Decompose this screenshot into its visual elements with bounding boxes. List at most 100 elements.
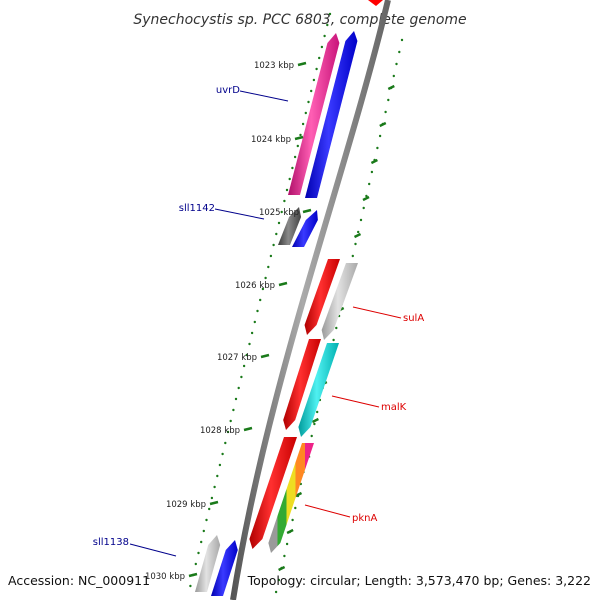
ruler-dot xyxy=(335,326,338,330)
ruler-dot xyxy=(232,408,235,412)
gene-label[interactable]: sll1138 xyxy=(93,537,129,548)
gene-arrow[interactable] xyxy=(268,443,314,553)
gene-arrow[interactable] xyxy=(292,210,318,247)
ruler-dot xyxy=(365,194,368,198)
gene-label[interactable]: sll1142 xyxy=(179,203,215,214)
ruler-dot xyxy=(395,62,398,66)
ruler-dot xyxy=(229,419,232,423)
ruler-dot xyxy=(234,397,238,401)
ruler-dot xyxy=(210,496,214,500)
gene-label[interactable]: sulA xyxy=(403,313,424,324)
ruler-dot xyxy=(256,309,259,313)
map-title: Synechocystis sp. PCC 6803, complete gen… xyxy=(133,12,466,28)
ruler-dot xyxy=(294,506,297,510)
ruler-dot xyxy=(312,78,316,82)
gene-label[interactable]: uvrD xyxy=(216,85,240,96)
ruler-dot xyxy=(218,463,222,467)
ruler-dot xyxy=(316,410,319,414)
gene-arrow[interactable] xyxy=(321,263,358,340)
ruler-dot xyxy=(253,320,256,324)
ruler-dot xyxy=(359,218,363,222)
minor-tick xyxy=(353,232,362,239)
ruler-dot xyxy=(189,584,192,588)
minor-tick xyxy=(387,84,395,91)
minor-tick xyxy=(278,565,286,572)
minor-tick xyxy=(294,491,303,498)
major-tick xyxy=(188,572,198,578)
minor-tick xyxy=(286,528,294,535)
minor-tick xyxy=(379,121,387,128)
gene-arrow[interactable] xyxy=(304,259,340,335)
gene-arrow[interactable] xyxy=(288,33,340,195)
major-tick xyxy=(297,61,307,67)
leader-line xyxy=(129,543,177,557)
ruler-dot xyxy=(245,353,248,357)
gene-arrow[interactable] xyxy=(305,31,358,198)
gene-arrow[interactable] xyxy=(211,540,238,596)
ruler-dot xyxy=(320,45,324,49)
tick-label: 1029 kbp xyxy=(166,500,206,510)
gene-arrow-partial[interactable] xyxy=(368,0,383,6)
major-tick xyxy=(260,353,270,359)
ruler-dot xyxy=(261,287,265,291)
major-tick xyxy=(209,500,219,506)
leader-line xyxy=(214,208,265,220)
ruler-dot xyxy=(200,540,203,544)
leader-line xyxy=(331,395,380,408)
ruler-dot xyxy=(293,155,297,159)
ruler-dot xyxy=(242,364,246,368)
ruler-dot xyxy=(213,485,216,489)
leader-line xyxy=(304,504,351,518)
ruler-dot xyxy=(259,298,262,302)
ruler-dot xyxy=(370,170,374,174)
ruler-dot xyxy=(194,562,197,566)
tick-label: 1027 kbp xyxy=(217,353,257,363)
outer-ruler-dots xyxy=(274,38,404,594)
ruler-dot xyxy=(400,38,404,42)
ruler-dot xyxy=(332,338,335,342)
ruler-dot xyxy=(288,177,291,181)
ruler-dot xyxy=(277,221,281,225)
gene-label[interactable]: malK xyxy=(381,402,407,413)
gene-label[interactable]: pknA xyxy=(352,513,377,524)
gene-arrow[interactable] xyxy=(195,535,221,592)
ruler-dot xyxy=(351,254,354,258)
topology-text: Topology: circular; Length: 3,573,470 bp… xyxy=(247,573,591,588)
major-tick xyxy=(243,426,253,432)
ruler-dot xyxy=(310,89,313,93)
ruler-dot xyxy=(376,146,379,150)
gene-arrow[interactable] xyxy=(249,437,297,549)
gene-features xyxy=(195,0,383,596)
tick-label: 1028 kbp xyxy=(200,426,240,436)
gene-arrow[interactable] xyxy=(278,207,302,245)
position-ticks: 1023 kbp 1024 kbp 1025 kbp 1026 kbp 1027 kbp… xyxy=(145,61,312,582)
ruler-dot xyxy=(315,67,318,71)
ruler-dot xyxy=(398,50,401,54)
gene-arrow[interactable] xyxy=(298,343,339,437)
ruler-dot xyxy=(310,434,313,438)
ruler-dot xyxy=(226,430,230,434)
ruler-dot xyxy=(237,386,240,390)
ruler-dot xyxy=(285,188,289,192)
ruler-dot xyxy=(250,331,254,335)
tick-label: 1026 kbp xyxy=(235,281,275,291)
accession-text: Accession: NC_000911 xyxy=(8,573,151,588)
minor-tick xyxy=(311,417,319,424)
ruler-dot xyxy=(357,230,360,234)
ruler-dot xyxy=(318,56,321,60)
gene-arrow[interactable] xyxy=(283,339,321,430)
ruler-dot xyxy=(307,100,310,104)
gene-labels: uvrD sll1142 sulA malK pknA sll1138 xyxy=(93,85,424,557)
ruler-dot xyxy=(291,166,294,170)
ruler-dot xyxy=(296,144,299,148)
major-tick xyxy=(294,135,304,141)
ruler-dot xyxy=(216,474,219,478)
ruler-dot xyxy=(323,34,326,38)
ruler-dot xyxy=(378,134,382,138)
ruler-dot xyxy=(264,276,267,280)
ruler-dot xyxy=(354,242,357,246)
ruler-dot xyxy=(285,542,289,546)
ruler-dot xyxy=(387,98,390,102)
